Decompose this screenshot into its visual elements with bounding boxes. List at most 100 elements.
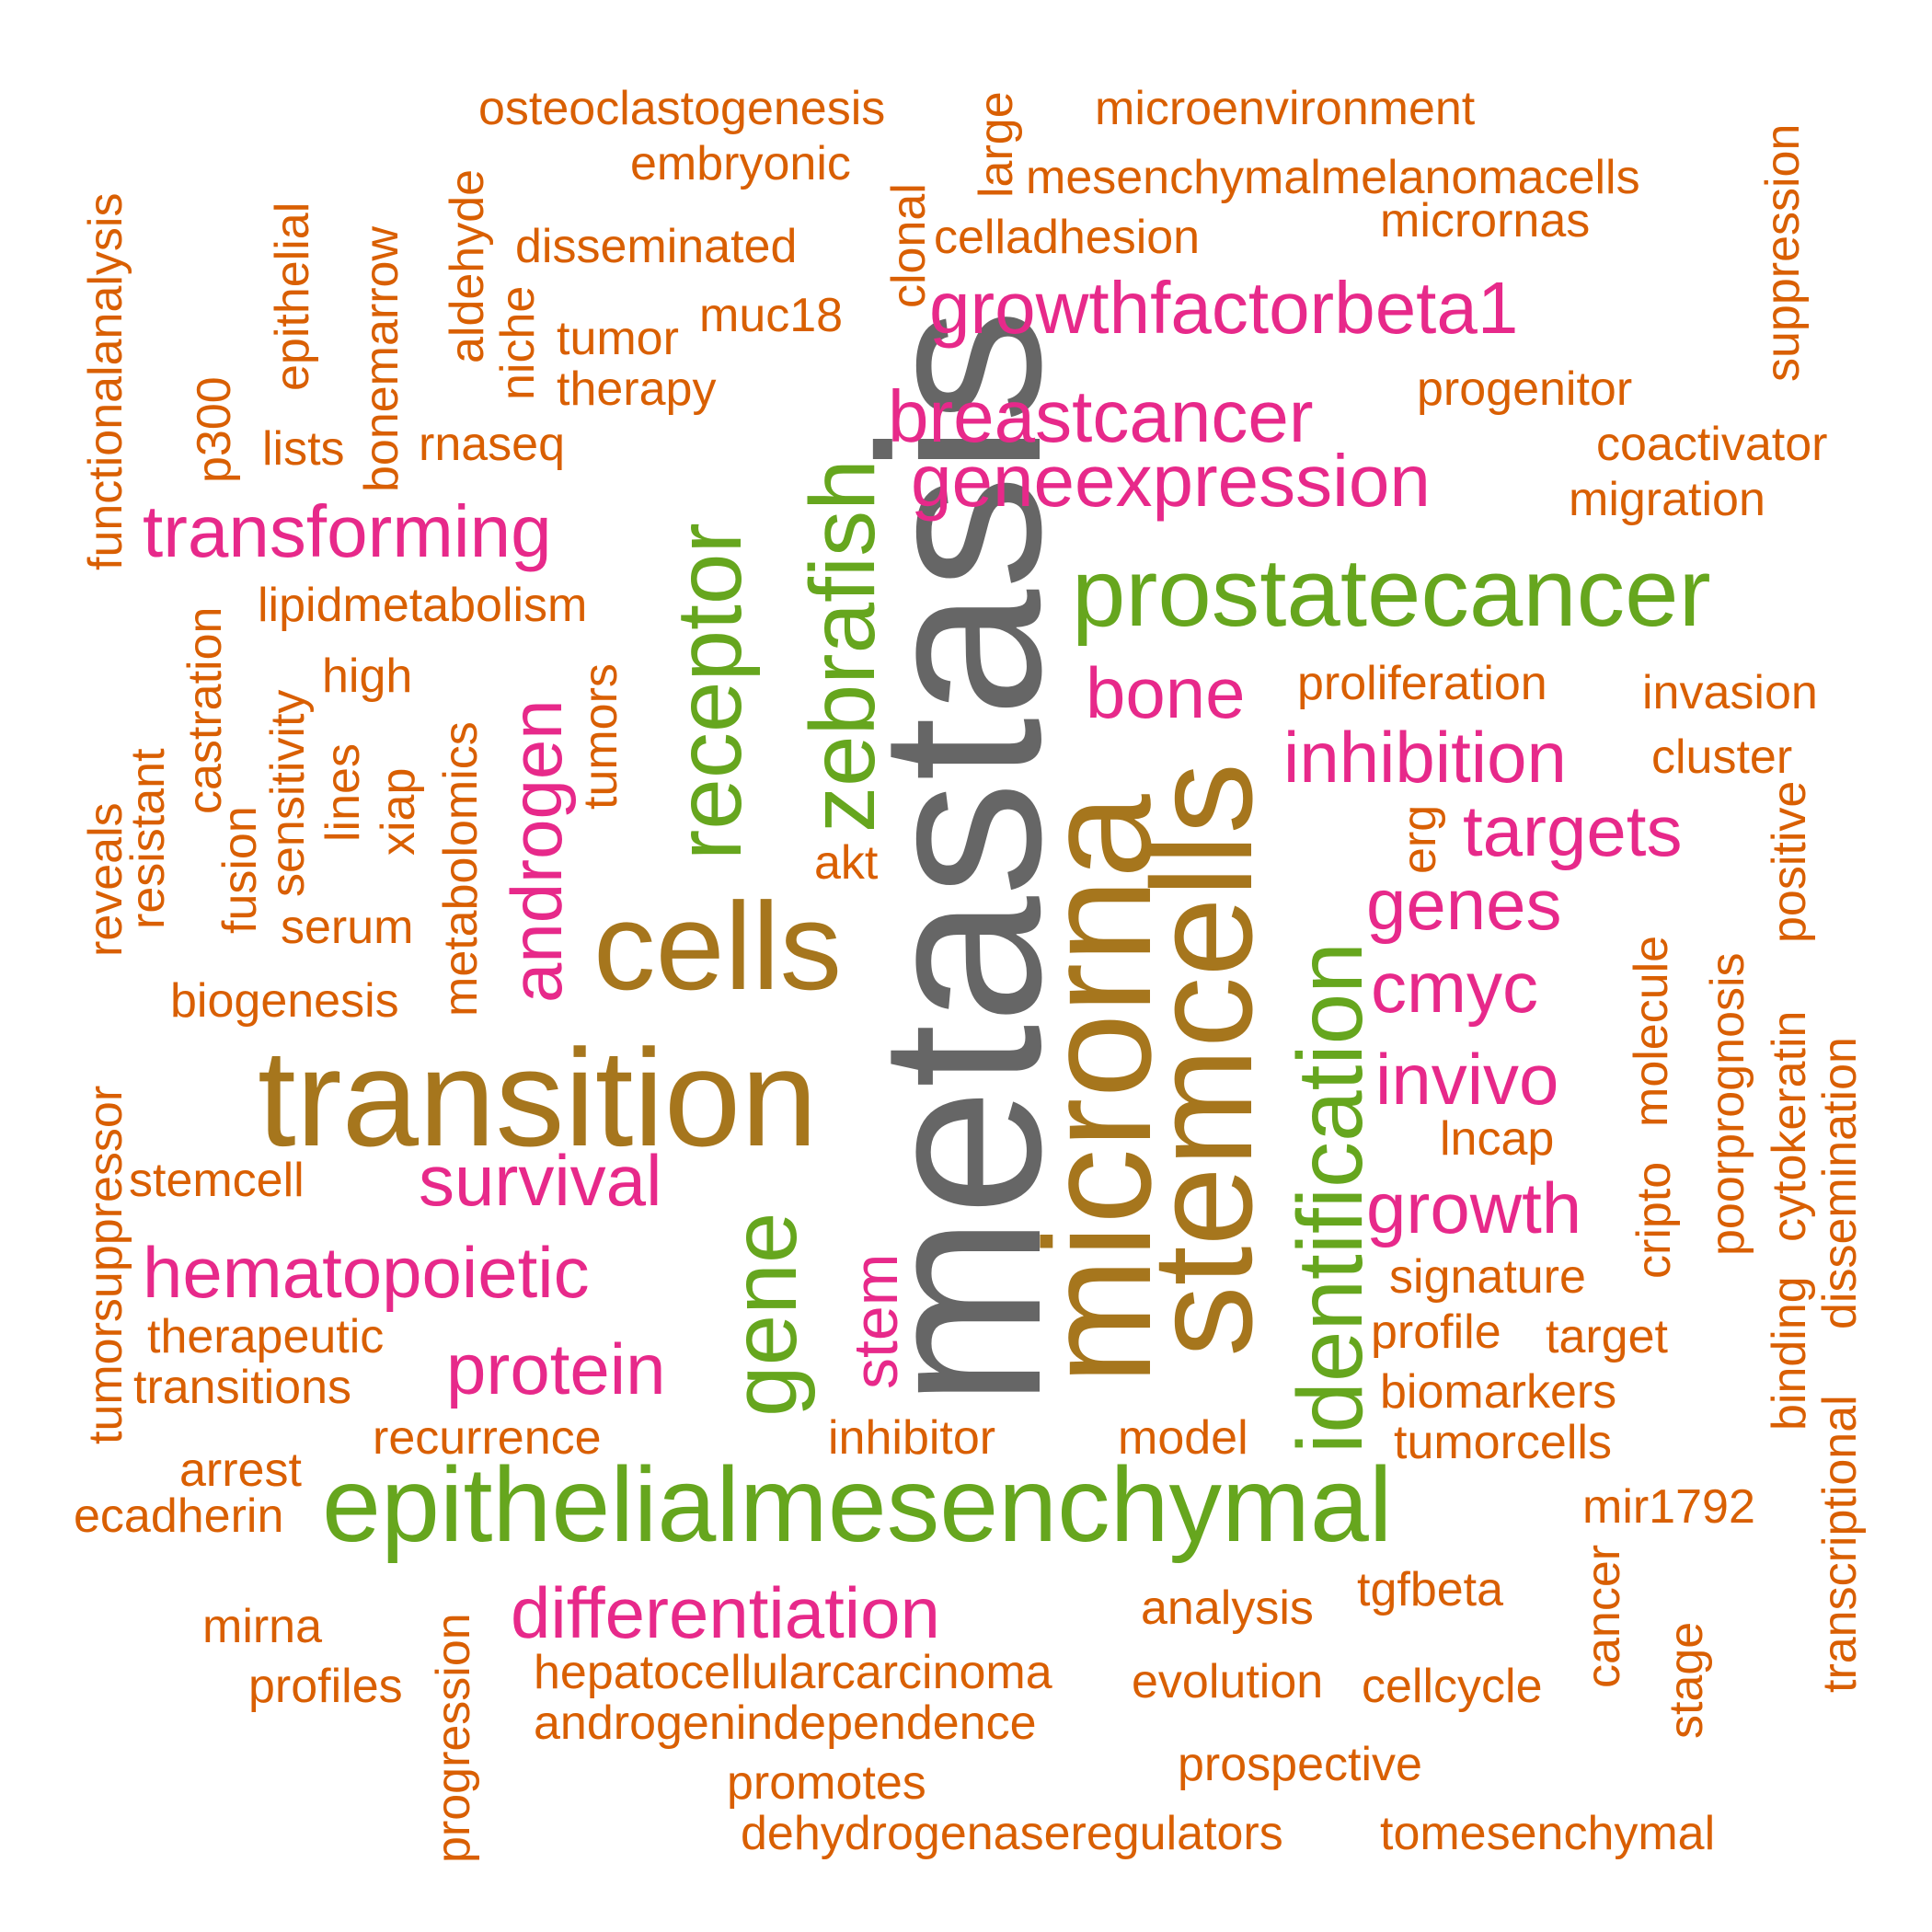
word-stage: stage — [1660, 1622, 1713, 1739]
word-protein: protein — [446, 1328, 666, 1409]
word-transcriptional: transcriptional — [1813, 1395, 1867, 1693]
word-hematopoietic: hematopoietic — [143, 1232, 590, 1313]
word-microenvironment: microenvironment — [1095, 82, 1476, 135]
word-cluster: cluster — [1651, 730, 1792, 784]
word-transition: transition — [258, 1020, 818, 1175]
word-suppression: suppression — [1756, 124, 1810, 382]
word-lncap: lncap — [1440, 1112, 1554, 1166]
word-cytokeratin: cytokeratin — [1763, 1011, 1816, 1242]
word-signature: signature — [1389, 1250, 1586, 1304]
word-inhibition: inhibition — [1283, 717, 1567, 798]
word-stemcells: stemcells — [1122, 763, 1282, 1357]
word-large: large — [970, 91, 1023, 198]
word-transforming: transforming — [143, 490, 552, 572]
word-cellcycle: cellcycle — [1362, 1660, 1543, 1713]
word-progression: progression — [427, 1613, 480, 1863]
word-fusion: fusion — [213, 806, 267, 934]
word-zebrafish: zebrafish — [791, 459, 894, 833]
word-cancer: cancer — [1577, 1545, 1630, 1688]
word-therapeutic: therapeutic — [147, 1310, 384, 1363]
word-tumorsuppressor: tumorsuppressor — [79, 1086, 132, 1444]
word-erg: erg — [1393, 805, 1446, 874]
word-gene: gene — [713, 1213, 816, 1417]
word-xiap: xiap — [372, 768, 425, 856]
word-dissemination: dissemination — [1813, 1037, 1867, 1329]
word-targets: targets — [1463, 790, 1682, 871]
word-prostatecancer: prostatecancer — [1072, 539, 1711, 647]
word-growth: growth — [1366, 1167, 1581, 1248]
word-celladhesion: celladhesion — [934, 211, 1200, 264]
word-mirna: mirna — [202, 1600, 322, 1653]
word-stem: stem — [841, 1254, 911, 1389]
word-castration: castration — [178, 607, 232, 814]
word-androgen: androgen — [496, 699, 577, 1003]
word-biogenesis: biogenesis — [170, 974, 399, 1028]
word-niche: niche — [491, 286, 545, 400]
word-resistant: resistant — [121, 748, 175, 929]
word-positive: positive — [1763, 781, 1816, 943]
word-progenitor: progenitor — [1417, 362, 1632, 416]
word-lists: lists — [262, 422, 345, 476]
word-promotes: promotes — [727, 1756, 926, 1810]
word-tumors: tumors — [574, 663, 627, 810]
word-epithelialmesenchymal: epithelialmesenchymal — [322, 1446, 1392, 1564]
word-muc18: muc18 — [699, 289, 843, 342]
word-tumorcells: tumorcells — [1394, 1416, 1612, 1469]
word-binding: binding — [1763, 1276, 1816, 1431]
word-tumor: tumor — [557, 312, 679, 365]
word-osteoclastogenesis: osteoclastogenesis — [478, 82, 885, 135]
word-genes: genes — [1366, 864, 1562, 945]
word-therapy: therapy — [557, 362, 716, 416]
word-biomarkers: biomarkers — [1380, 1365, 1616, 1419]
word-embryonic: embryonic — [630, 137, 851, 190]
word-growthfactorbeta1: growthfactorbeta1 — [929, 267, 1518, 349]
word-target: target — [1546, 1310, 1669, 1363]
word-microrna: microrna — [1013, 794, 1182, 1385]
word-p300: p300 — [188, 376, 241, 483]
word-serum: serum — [281, 901, 413, 954]
word-ecadherin: ecadherin — [74, 1489, 283, 1543]
word-profiles: profiles — [248, 1660, 403, 1713]
word-coactivator: coactivator — [1596, 418, 1827, 471]
word-molecule: molecule — [1625, 936, 1678, 1127]
word-lines: lines — [316, 743, 370, 842]
word-evolution: evolution — [1132, 1655, 1323, 1708]
word-invivo: invivo — [1375, 1039, 1558, 1120]
word-clonal: clonal — [882, 183, 936, 308]
word-disseminated: disseminated — [515, 220, 797, 273]
word-migration: migration — [1569, 473, 1765, 526]
word-cmyc: cmyc — [1371, 947, 1538, 1028]
word-hepatocellularcarcinoma: hepatocellularcarcinoma — [534, 1646, 1052, 1699]
word-cripto: cripto — [1627, 1162, 1681, 1279]
word-invasion: invasion — [1642, 666, 1818, 719]
word-identification: identification — [1279, 942, 1382, 1454]
word-arrest: arrest — [179, 1443, 302, 1497]
word-mir1792: mir1792 — [1582, 1480, 1755, 1534]
word-metabolomics: metabolomics — [434, 721, 488, 1017]
word-prospective: prospective — [1178, 1738, 1422, 1791]
word-geneexpression: geneexpression — [911, 440, 1431, 522]
word-profile: profile — [1371, 1305, 1501, 1359]
word-high: high — [322, 650, 412, 703]
word-androgenindependence: androgenindependence — [534, 1696, 1037, 1750]
word-tomesenchymal: tomesenchymal — [1380, 1807, 1715, 1860]
word-lipidmetabolism: lipidmetabolism — [258, 579, 587, 632]
word-dehydrogenaseregulators: dehydrogenaseregulators — [741, 1807, 1283, 1860]
word-receptor: receptor — [658, 523, 761, 860]
word-recurrence: recurrence — [373, 1411, 602, 1465]
word-inhibitor: inhibitor — [828, 1411, 995, 1465]
word-aldehyde: aldehyde — [441, 169, 494, 363]
word-differentiation: differentiation — [511, 1572, 940, 1653]
word-stemcell: stemcell — [129, 1154, 305, 1207]
word-poorprognosis: poorprognosis — [1701, 952, 1754, 1256]
word-survival: survival — [419, 1140, 661, 1221]
word-functionalanalysis: functionalanalysis — [79, 193, 132, 570]
word-rnaseq: rnaseq — [419, 418, 565, 471]
word-transitions: transitions — [133, 1361, 351, 1414]
word-epithelial: epithelial — [266, 202, 319, 391]
word-cells: cells — [593, 877, 842, 1016]
word-analysis: analysis — [1141, 1581, 1314, 1635]
word-micrornas: micrornas — [1380, 194, 1590, 247]
word-model: model — [1118, 1411, 1248, 1465]
